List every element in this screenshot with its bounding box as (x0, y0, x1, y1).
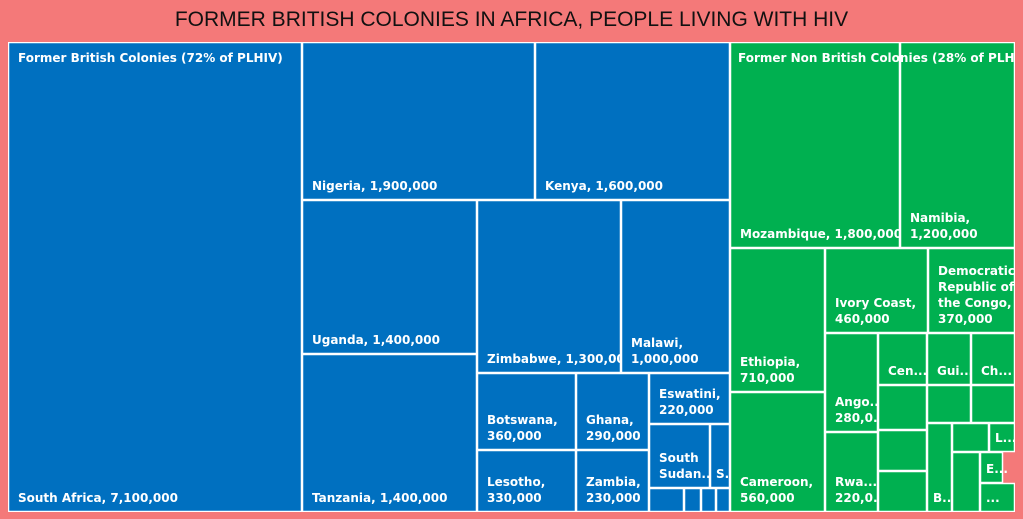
treemap-cell-tanzania (301, 353, 478, 512)
treemap-cell-cell-38 (951, 422, 990, 453)
treemap-cell-lesotho (476, 449, 577, 512)
chart-title: FORMER BRITISH COLONIES IN AFRICA, PEOPL… (174, 8, 849, 31)
treemap-cell-gui (926, 332, 972, 386)
treemap-cell-malawi (620, 199, 731, 374)
treemap-label-south-africa: South Africa, 7,100,000 (18, 491, 178, 505)
treemap-label-ango: Ango... 280,0... (835, 395, 887, 425)
treemap-cell-ivory-coast (824, 247, 929, 334)
treemap-cell-namibia (899, 42, 1015, 249)
treemap-label-cameroon: Cameroon, 560,000 (740, 475, 813, 505)
treemap-label-gui: Gui... (937, 364, 973, 378)
treemap-cell-l (988, 422, 1015, 453)
treemap-cell-democratic-republic-of-the-congo (927, 247, 1015, 334)
treemap-cell-cell-37 (970, 384, 1015, 424)
treemap-label-ethiopia: Ethiopia, 710,000 (740, 355, 800, 385)
treemap-cell-mozambique (729, 42, 901, 249)
treemap-label-eswatini: Eswatini, 220,000 (659, 387, 721, 417)
treemap-label-south-sudan: South Sudan... (659, 451, 715, 481)
treemap-cell-ethiopia (729, 247, 826, 393)
treemap-label-zambia: Zambia, 230,000 (586, 475, 641, 505)
treemap-cell-cen (877, 332, 928, 386)
group-label-non-british: Former Non British Colonies (28% of PLHI… (738, 51, 1015, 65)
treemap-label-zimbabwe: Zimbabwe, 1,300,000 (487, 352, 633, 366)
treemap-cell-botswana (476, 372, 577, 451)
treemap-cell-cell-14 (648, 487, 685, 512)
treemap-cell-cell-34 (877, 429, 928, 472)
treemap-cell-rwa (824, 431, 879, 512)
treemap-cell-s (709, 423, 731, 489)
treemap-label-nigeria: Nigeria, 1,900,000 (312, 179, 437, 193)
treemap-cell-b (926, 422, 953, 512)
treemap-label-malawi: Malawi, 1,000,000 (631, 336, 699, 366)
treemap-cell-south-sudan (648, 423, 711, 489)
treemap-label-e: E... (986, 462, 1008, 476)
treemap-cell-e (979, 451, 1004, 484)
treemap-label-cen: Cen... (888, 364, 927, 378)
treemap-label-ghana: Ghana, 290,000 (586, 413, 641, 443)
treemap-cell-nigeria (301, 42, 536, 201)
treemap-label-b: B... (933, 491, 956, 505)
treemap-cell-ango (824, 332, 879, 433)
treemap-cell-ghana (575, 372, 650, 451)
treemap-cell-cell-32 (979, 482, 1015, 512)
treemap-label-botswana: Botswana, 360,000 (487, 413, 558, 443)
treemap-cell-cell-15 (683, 487, 702, 512)
treemap-label-rwa: Rwa... 220,0... (835, 475, 887, 505)
treemap-cell-cell-39 (951, 451, 981, 512)
group-label-british: Former British Colonies (72% of PLHIV) (18, 51, 283, 65)
treemap-cell-kenya (534, 42, 731, 201)
treemap-cell-cell-35 (877, 470, 928, 512)
treemap-label-mozambique: Mozambique, 1,800,000 (740, 227, 902, 241)
treemap-label-l: L... (995, 431, 1015, 445)
treemap-cell-south-africa (8, 42, 303, 512)
treemap-label-uganda: Uganda, 1,400,000 (312, 333, 440, 347)
treemap-label-cell-32: ... (986, 491, 1000, 505)
treemap-cell-uganda (301, 199, 478, 355)
treemap-label-democratic-republic-of-the-congo: Democratic Republic of the Congo, 370,000 (938, 264, 1015, 326)
treemap-cell-cell-36 (926, 384, 972, 424)
treemap-cell-cell-33 (877, 384, 928, 431)
treemap-label-lesotho: Lesotho, 330,000 (487, 475, 545, 505)
treemap-label-kenya: Kenya, 1,600,000 (545, 179, 663, 193)
treemap-label-ivory-coast: Ivory Coast, 460,000 (835, 296, 916, 326)
treemap-cell-zambia (575, 449, 650, 512)
treemap-label-tanzania: Tanzania, 1,400,000 (312, 491, 447, 505)
treemap-cell-cell-17 (715, 487, 731, 512)
treemap-cell-cell-16 (700, 487, 717, 512)
treemap-label-namibia: Namibia, 1,200,000 (910, 211, 978, 241)
treemap-cell-eswatini (648, 372, 731, 425)
treemap-cell-zimbabwe (476, 199, 622, 374)
treemap-cell-ch (970, 332, 1015, 386)
treemap-cell-cameroon (729, 391, 826, 512)
treemap-chart: South Africa, 7,100,000 Nigeria, 1,900,00… (8, 42, 1015, 512)
treemap-label-ch: Ch... (981, 364, 1012, 378)
